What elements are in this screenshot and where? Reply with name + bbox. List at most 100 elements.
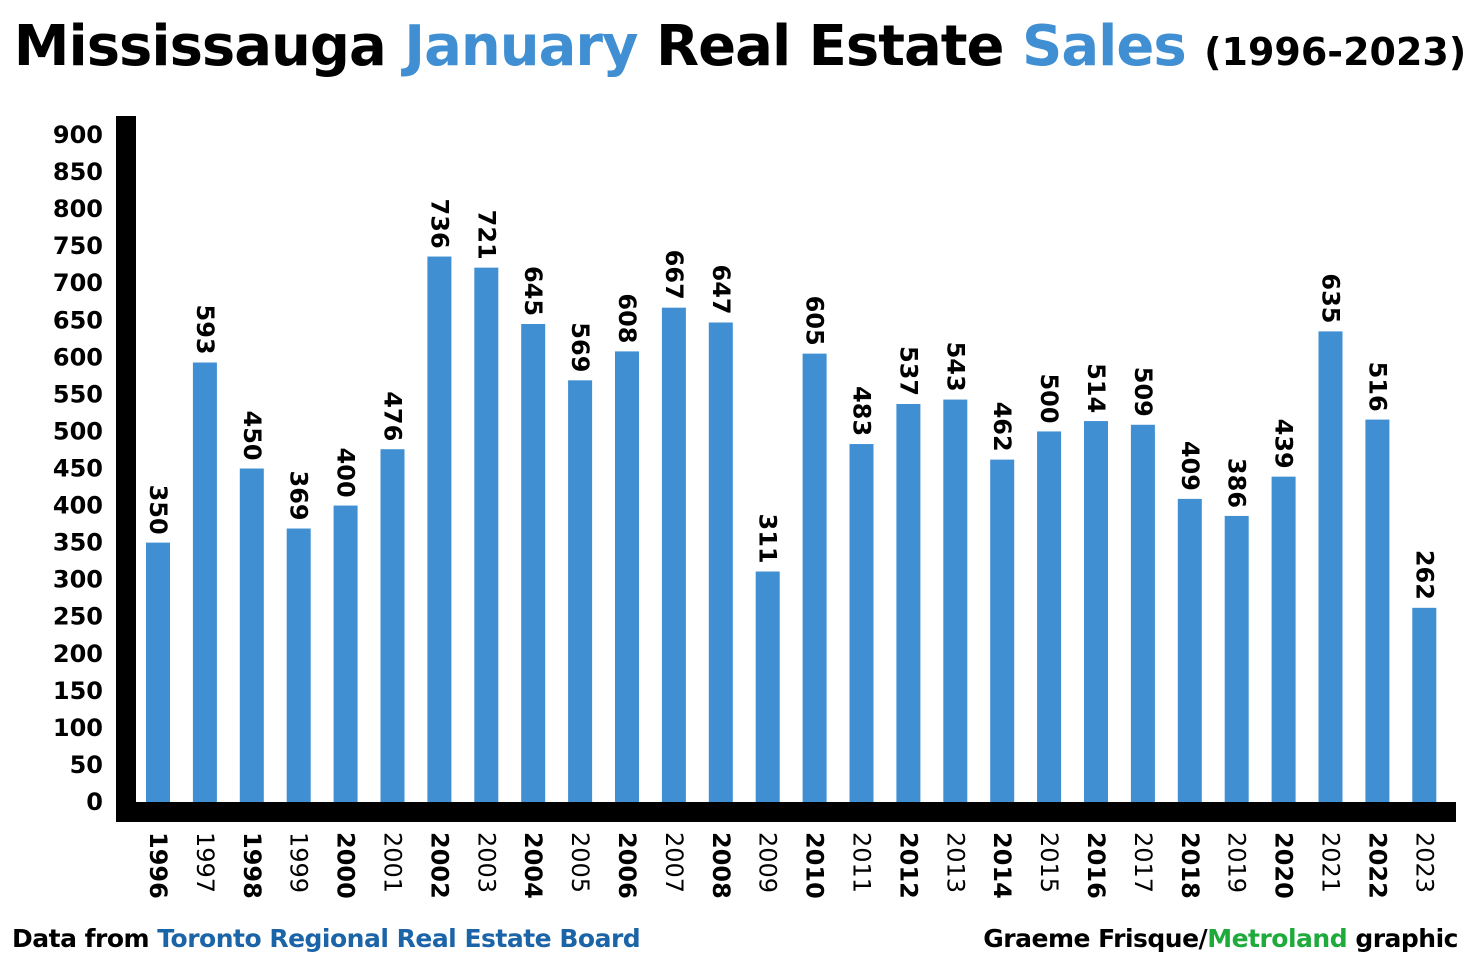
x-tick-label: 2022 — [1363, 832, 1391, 899]
bar-value-label: 667 — [660, 250, 688, 300]
y-tick-label: 250 — [53, 603, 103, 631]
chart-title: Mississauga January Real Estate Sales (1… — [0, 14, 1480, 79]
y-tick-label: 600 — [53, 343, 103, 371]
bar — [146, 542, 170, 802]
title-year-range: (1996-2023) — [1204, 30, 1467, 74]
bar-value-label: 569 — [566, 322, 594, 372]
bar — [1130, 424, 1155, 802]
value-labels: 350 593 450 369 400 476 736 721 645 569 608 667 647 3… — [144, 199, 1438, 600]
title-word-mississauga: Mississauga — [13, 14, 387, 79]
bar — [943, 399, 968, 802]
bar — [427, 256, 452, 802]
x-tick-label: 2018 — [1176, 832, 1204, 899]
bars-group — [146, 256, 1437, 802]
x-tick-label: 2019 — [1223, 832, 1251, 893]
x-axis-tick-labels: 1996 1997 1998 1999 2000 2001 2002 2003 2004 2005… — [144, 832, 1438, 899]
bar — [708, 322, 733, 802]
x-tick-label: 2007 — [660, 832, 688, 893]
bar — [1412, 607, 1437, 802]
bar-value-label: 605 — [801, 296, 829, 346]
bar-value-label: 450 — [238, 411, 266, 461]
y-tick-label: 200 — [53, 640, 103, 668]
y-tick-label: 800 — [53, 195, 103, 223]
y-tick-label: 700 — [53, 269, 103, 297]
bar — [1037, 431, 1062, 802]
y-tick-label: 650 — [53, 306, 103, 334]
bar-value-label: 516 — [1363, 362, 1391, 412]
bar — [192, 362, 217, 802]
x-tick-label: 2013 — [941, 832, 969, 893]
x-tick-label: 2004 — [519, 832, 547, 899]
bar-value-label: 647 — [707, 265, 735, 315]
x-tick-label: 1997 — [191, 832, 219, 893]
bar-value-label: 509 — [1129, 367, 1157, 417]
source-prefix: Data from — [12, 924, 158, 953]
bar — [286, 528, 311, 802]
bar-value-label: 721 — [472, 210, 500, 260]
bar-value-label: 593 — [191, 305, 219, 355]
credit-brand: Metroland — [1207, 924, 1348, 953]
y-tick-label: 750 — [53, 232, 103, 260]
x-tick-label: 2020 — [1270, 832, 1298, 899]
y-tick-label: 50 — [70, 751, 103, 779]
x-tick-label: 2021 — [1317, 832, 1345, 893]
x-tick-label: 2001 — [379, 832, 407, 893]
x-tick-label: 2005 — [566, 832, 594, 893]
title-word-sales: Sales — [1022, 14, 1187, 79]
bar — [802, 353, 827, 802]
bar — [896, 404, 921, 802]
x-tick-label: 2009 — [754, 832, 782, 893]
y-tick-label: 100 — [53, 714, 103, 742]
y-tick-label: 900 — [53, 121, 103, 149]
x-tick-label: 2008 — [707, 832, 735, 899]
bar — [239, 468, 264, 802]
bar — [380, 449, 405, 802]
x-tick-label: 2014 — [988, 832, 1016, 899]
y-tick-label: 300 — [53, 566, 103, 594]
y-tick-label: 150 — [53, 677, 103, 705]
bar — [661, 307, 686, 802]
bar-value-label: 386 — [1223, 458, 1251, 508]
source-name: Toronto Regional Real Estate Board — [157, 924, 641, 953]
x-tick-label: 1998 — [238, 832, 266, 899]
x-tick-label: 2000 — [332, 832, 360, 899]
bar-value-label: 608 — [613, 293, 641, 343]
x-tick-label: 2017 — [1129, 832, 1157, 893]
bar-value-label: 537 — [894, 346, 922, 396]
bar-value-label: 369 — [285, 471, 313, 521]
bar — [1224, 515, 1249, 802]
bar-value-label: 736 — [425, 199, 453, 249]
y-tick-label: 500 — [53, 417, 103, 445]
x-tick-label: 1996 — [144, 832, 172, 899]
bar-value-label: 262 — [1410, 550, 1438, 600]
x-tick-label: 1999 — [285, 832, 313, 893]
bar — [1318, 331, 1343, 802]
bar — [1365, 419, 1390, 802]
credit-name: Graeme Frisque/ — [983, 924, 1208, 953]
y-tick-label: 350 — [53, 529, 103, 557]
x-tick-label: 2015 — [1035, 832, 1063, 893]
x-tick-label: 2003 — [472, 832, 500, 893]
x-tick-label: 2010 — [801, 832, 829, 899]
y-tick-label: 400 — [53, 492, 103, 520]
bar-value-label: 483 — [848, 386, 876, 436]
bar — [474, 267, 499, 802]
bar — [1084, 421, 1108, 802]
bar — [990, 459, 1015, 802]
bar — [615, 351, 639, 802]
title-word-real-estate: Real Estate — [656, 14, 1004, 79]
graphic-credit: Graeme Frisque/Metroland graphic — [983, 924, 1458, 953]
bar — [568, 380, 593, 802]
bar — [1271, 476, 1296, 802]
bar — [521, 323, 546, 802]
bar — [1177, 498, 1202, 802]
y-tick-label: 450 — [53, 455, 103, 483]
bar-value-label: 500 — [1035, 373, 1063, 423]
bar-value-label: 462 — [988, 402, 1016, 452]
bar-value-label: 400 — [332, 448, 360, 498]
y-axis-tick-labels: 0 50 100 150 200 250 300 350 400 450 500 550 600 650 7… — [53, 121, 103, 816]
data-source: Data from Toronto Regional Real Estate B… — [12, 924, 641, 953]
y-tick-label: 0 — [86, 788, 103, 816]
bar-value-label: 645 — [519, 266, 547, 316]
